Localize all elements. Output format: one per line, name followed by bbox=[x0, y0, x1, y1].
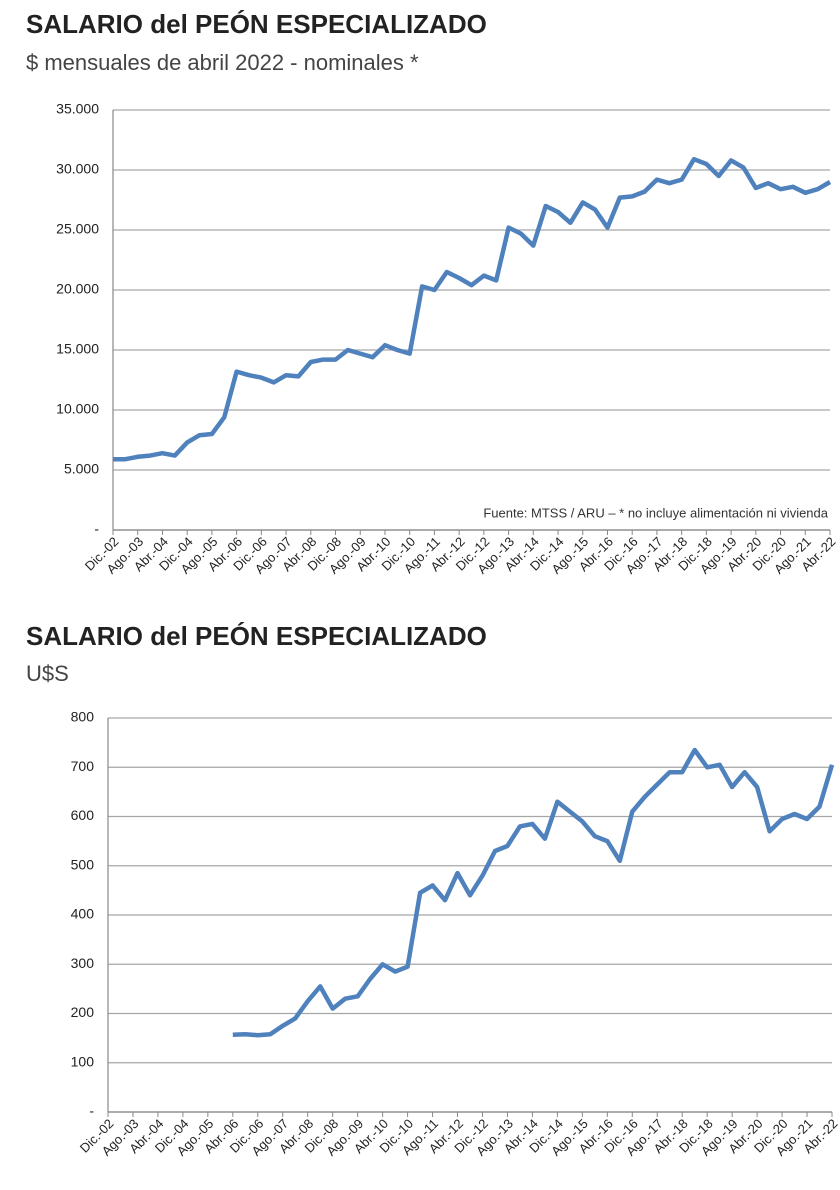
y-tick-label: 20.000 bbox=[56, 281, 99, 297]
chart-title: SALARIO del PEÓN ESPECIALIZADO bbox=[26, 621, 487, 651]
y-tick-label: 800 bbox=[71, 709, 95, 725]
y-tick-label: 10.000 bbox=[56, 401, 99, 417]
y-tick-label: 35.000 bbox=[56, 101, 99, 117]
y-tick-label: 200 bbox=[71, 1004, 95, 1020]
y-tick-label: 400 bbox=[71, 906, 95, 922]
y-tick-label: 5.000 bbox=[64, 461, 99, 477]
chart-title: SALARIO del PEÓN ESPECIALIZADO bbox=[26, 9, 487, 39]
y-tick-label: - bbox=[94, 521, 99, 537]
y-tick-label: 30.000 bbox=[56, 161, 99, 177]
y-tick-label: 100 bbox=[71, 1053, 95, 1069]
source-note: Fuente: MTSS / ARU – * no incluye alimen… bbox=[483, 505, 828, 520]
chart-subtitle: U$S bbox=[26, 661, 69, 686]
line-series bbox=[113, 156, 832, 462]
y-tick-label: 25.000 bbox=[56, 221, 99, 237]
y-tick-label: 700 bbox=[71, 758, 95, 774]
y-tick-label: 15.000 bbox=[56, 341, 99, 357]
y-tick-label: - bbox=[89, 1103, 94, 1119]
line-series bbox=[232, 747, 835, 1038]
y-tick-label: 300 bbox=[71, 955, 95, 971]
chart-subtitle: $ mensuales de abril 2022 - nominales * bbox=[26, 50, 419, 75]
y-tick-label: 600 bbox=[71, 807, 95, 823]
y-tick-label: 500 bbox=[71, 856, 95, 872]
